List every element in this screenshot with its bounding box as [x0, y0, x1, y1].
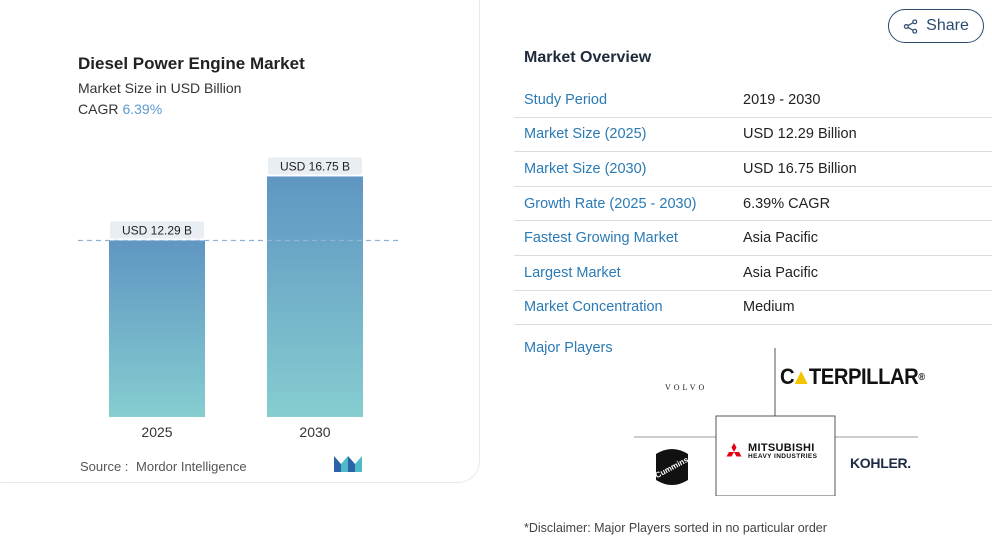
cagr-value: 6.39%: [122, 101, 163, 117]
share-icon: [903, 18, 918, 34]
share-button[interactable]: Share: [888, 9, 984, 43]
overview-value: USD 12.29 Billion: [743, 126, 857, 143]
caterpillar-reg: ®: [918, 371, 925, 383]
major-players-label[interactable]: Major Players: [524, 340, 613, 356]
overview-key[interactable]: Fastest Growing Market: [524, 230, 678, 247]
players-grid: [634, 348, 918, 496]
source-label: Source :: [80, 459, 129, 474]
cummins-logo[interactable]: Cummins: [652, 446, 692, 488]
mordor-logo-icon: [334, 456, 362, 472]
share-label: Share: [926, 17, 969, 34]
overview-value: 2019 - 2030: [743, 91, 821, 108]
overview-row: Fastest Growing Market Asia Pacific: [514, 221, 992, 256]
overview-row: Growth Rate (2025 - 2030) 6.39% CAGR: [514, 187, 992, 222]
mitsubishi-logo[interactable]: MITSUBISHI HEAVY INDUSTRIES: [724, 443, 817, 461]
mitsubishi-name: MITSUBISHI: [748, 442, 815, 455]
bar-2025: [109, 240, 205, 417]
bar-2030: [267, 176, 363, 417]
kohler-logo[interactable]: KOHLER.: [850, 455, 911, 471]
x-tick-label: 2025: [141, 424, 172, 440]
overview-key[interactable]: Largest Market: [524, 264, 621, 281]
overview-row: Largest Market Asia Pacific: [514, 256, 992, 291]
overview-value: Asia Pacific: [743, 264, 818, 281]
overview-value: 6.39% CAGR: [743, 195, 831, 212]
overview-value: Medium: [743, 299, 795, 316]
caterpillar-logo[interactable]: C TERPILLAR ®: [780, 364, 925, 390]
cummins-badge-icon: Cummins: [654, 449, 690, 485]
overview-row: Market Size (2030) USD 16.75 Billion: [514, 152, 992, 187]
overview-key[interactable]: Market Size (2025): [524, 126, 647, 143]
caterpillar-text-a: C: [780, 364, 795, 389]
volvo-logo[interactable]: VOLVO: [665, 383, 708, 392]
bar-chart: USD 12.29 B 2025 USD 16.75 B 2030: [78, 157, 398, 440]
chart-subtitle: Market Size in USD Billion: [78, 80, 242, 96]
data-label: USD 12.29 B: [122, 223, 192, 237]
overview-value: USD 16.75 Billion: [743, 160, 857, 177]
overview-key[interactable]: Study Period: [524, 91, 608, 108]
overview-key[interactable]: Market Size (2030): [524, 160, 647, 177]
chart-card: [0, 0, 480, 483]
three-diamonds-icon: [726, 443, 742, 457]
cagr-label: CAGR: [78, 101, 119, 117]
data-label-bg: [110, 221, 204, 239]
overview-key[interactable]: Growth Rate (2025 - 2030): [524, 195, 697, 212]
data-label-bg: [268, 157, 362, 175]
data-label: USD 16.75 B: [280, 159, 350, 173]
caterpillar-text-b: TERPILLAR: [808, 364, 919, 389]
overview-table: Study Period 2019 - 2030 Market Size (20…: [514, 83, 992, 326]
mitsubishi-sub: HEAVY INDUSTRIES: [748, 453, 818, 461]
overview-title: Market Overview: [524, 49, 652, 66]
disclaimer: *Disclaimer: Major Players sorted in no …: [524, 521, 827, 535]
x-tick-label: 2030: [299, 424, 330, 440]
overview-value: Asia Pacific: [743, 230, 818, 247]
overview-row: Market Concentration Medium: [514, 291, 992, 326]
source-line: Source : Mordor Intelligence: [80, 459, 247, 474]
chart-title: Diesel Power Engine Market: [78, 54, 305, 73]
caterpillar-triangle-icon: [795, 371, 808, 384]
overview-key[interactable]: Market Concentration: [524, 299, 663, 316]
source-value: Mordor Intelligence: [136, 459, 247, 474]
overview-row: Market Size (2025) USD 12.29 Billion: [514, 118, 992, 153]
cagr-line: CAGR 6.39%: [78, 101, 162, 117]
overview-row: Study Period 2019 - 2030: [514, 83, 992, 118]
